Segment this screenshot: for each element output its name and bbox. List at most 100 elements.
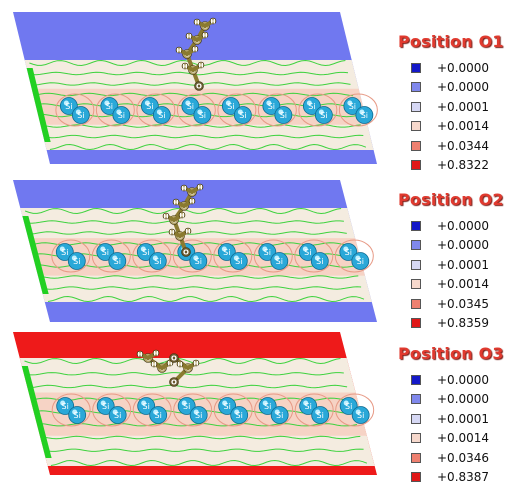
density-map-o2: SiSiSiSiSiSiSiSiSiSiSiSiSiSiSiSiCHHCHHCH… bbox=[13, 180, 377, 322]
silicon-label: Si bbox=[227, 102, 234, 111]
hydrogen-atom-label: H bbox=[163, 214, 168, 221]
legend-swatch bbox=[411, 82, 421, 93]
hydrogen-atom bbox=[176, 360, 184, 368]
contour-line bbox=[27, 220, 344, 224]
density-ring bbox=[217, 93, 257, 127]
density-ring bbox=[51, 239, 91, 273]
silicon-label: Si bbox=[143, 402, 150, 411]
hydrogen-atom-label: H bbox=[186, 34, 191, 41]
atom-highlight bbox=[237, 109, 243, 115]
legend-row: +0.0345 bbox=[398, 294, 515, 314]
density-ring bbox=[95, 93, 135, 127]
silicon-label: Si bbox=[114, 257, 121, 266]
silicon-label: Si bbox=[236, 411, 243, 420]
silicon-label: Si bbox=[264, 402, 271, 411]
silicon-label: Si bbox=[155, 411, 162, 420]
contour-line bbox=[29, 59, 346, 67]
silicon-label: Si bbox=[74, 411, 81, 420]
oxygen-atom bbox=[181, 247, 191, 257]
silicon-label: Si bbox=[158, 111, 165, 120]
silicon-label: Si bbox=[224, 402, 231, 411]
legend-value: +0.0000 bbox=[437, 372, 490, 387]
hydrogen-atom-label: H bbox=[210, 19, 215, 26]
hydrogen-atom-label: H bbox=[137, 352, 142, 359]
legend-value: +0.8387 bbox=[437, 470, 490, 485]
legend-swatch bbox=[411, 220, 421, 231]
legend-value: +0.0000 bbox=[437, 80, 490, 95]
hydrogen-atom-label: H bbox=[179, 213, 184, 220]
oxygen-atom bbox=[169, 377, 179, 387]
silicon-label: Si bbox=[77, 111, 84, 120]
atom-highlight bbox=[144, 100, 150, 106]
atom-highlight bbox=[343, 246, 349, 252]
silicon-label: Si bbox=[146, 102, 153, 111]
atom-highlight bbox=[116, 109, 122, 115]
density-ring bbox=[213, 239, 253, 273]
atom-highlight bbox=[100, 246, 106, 252]
hydrogen-atom bbox=[178, 211, 186, 219]
density-ring bbox=[253, 239, 293, 273]
atom-highlight bbox=[262, 400, 268, 406]
hydrogen-atom-label: H bbox=[192, 47, 197, 54]
atom-highlight bbox=[100, 400, 106, 406]
hydrogen-atom bbox=[181, 62, 189, 70]
hydrogen-atom-label: H bbox=[167, 361, 172, 368]
density-ring bbox=[335, 393, 375, 427]
legend-value: +0.0346 bbox=[437, 450, 490, 465]
atom-highlight bbox=[60, 400, 66, 406]
legend-swatch bbox=[411, 452, 421, 463]
silicon-label: Si bbox=[195, 411, 202, 420]
atom-highlight bbox=[197, 109, 203, 115]
hydrogen-atom-label: H bbox=[177, 362, 182, 369]
silicon-label: Si bbox=[65, 102, 72, 111]
silicon-label: Si bbox=[154, 257, 161, 266]
slab-edge bbox=[22, 216, 49, 294]
silicon-label: Si bbox=[106, 102, 113, 111]
atom-highlight bbox=[359, 109, 365, 115]
hydrogen-atom bbox=[184, 227, 192, 235]
silicon-label: Si bbox=[304, 248, 311, 257]
silicon-label: Si bbox=[268, 102, 275, 111]
silicon-label: Si bbox=[142, 248, 149, 257]
silicon-label: Si bbox=[308, 102, 315, 111]
atom-highlight bbox=[185, 100, 191, 106]
legend-title: Position O1 bbox=[398, 32, 504, 51]
hydrogen-atom bbox=[172, 198, 180, 206]
hydrogen-atom bbox=[162, 212, 170, 220]
hydrogen-atom bbox=[197, 61, 205, 69]
atom-highlight bbox=[112, 409, 118, 415]
hydrogen-atom-label: H bbox=[198, 63, 203, 70]
atom-highlight bbox=[222, 400, 228, 406]
hydrogen-atom bbox=[191, 45, 199, 53]
silicon-label: Si bbox=[357, 411, 364, 420]
atom-highlight bbox=[153, 409, 159, 415]
density-ring bbox=[132, 393, 172, 427]
silicon-label: Si bbox=[114, 411, 121, 420]
atom-highlight bbox=[75, 109, 81, 115]
legend-row: +0.0001 bbox=[398, 97, 515, 117]
legend-swatch bbox=[411, 101, 421, 112]
silicon-label: Si bbox=[280, 111, 287, 120]
atom-highlight bbox=[193, 409, 199, 415]
hydrogen-atom-label: H bbox=[189, 199, 194, 206]
legend-o3: Position O3 +0.0000 +0.0000 +0.0001 +0.0… bbox=[398, 344, 515, 487]
contour-line bbox=[42, 275, 359, 279]
legend-row: +0.0000 bbox=[398, 236, 515, 256]
silicon-label: Si bbox=[317, 411, 324, 420]
density-map-o3: Si Si Si Si Si Si Si Si Si Si Si Si Si Si Si Si CHHCHHOC… bbox=[13, 332, 377, 475]
hydrogen-atom-label: H bbox=[176, 48, 181, 55]
silicon-label: Si bbox=[305, 402, 312, 411]
silicon-label: Si bbox=[118, 111, 125, 120]
atom-highlight bbox=[355, 409, 361, 415]
density-ring bbox=[92, 393, 132, 427]
density-ring bbox=[213, 393, 253, 427]
atom-highlight bbox=[355, 255, 361, 261]
legend-row: +0.0000 bbox=[398, 390, 515, 410]
hydrogen-atom bbox=[150, 360, 158, 368]
silicon-label: Si bbox=[183, 402, 190, 411]
hydrogen-atom bbox=[175, 46, 183, 54]
contour-line bbox=[33, 242, 350, 246]
oxygen-atom-label: O bbox=[171, 379, 177, 387]
hydrogen-atom bbox=[185, 32, 193, 40]
hydrogen-atom-label: H bbox=[182, 64, 187, 71]
